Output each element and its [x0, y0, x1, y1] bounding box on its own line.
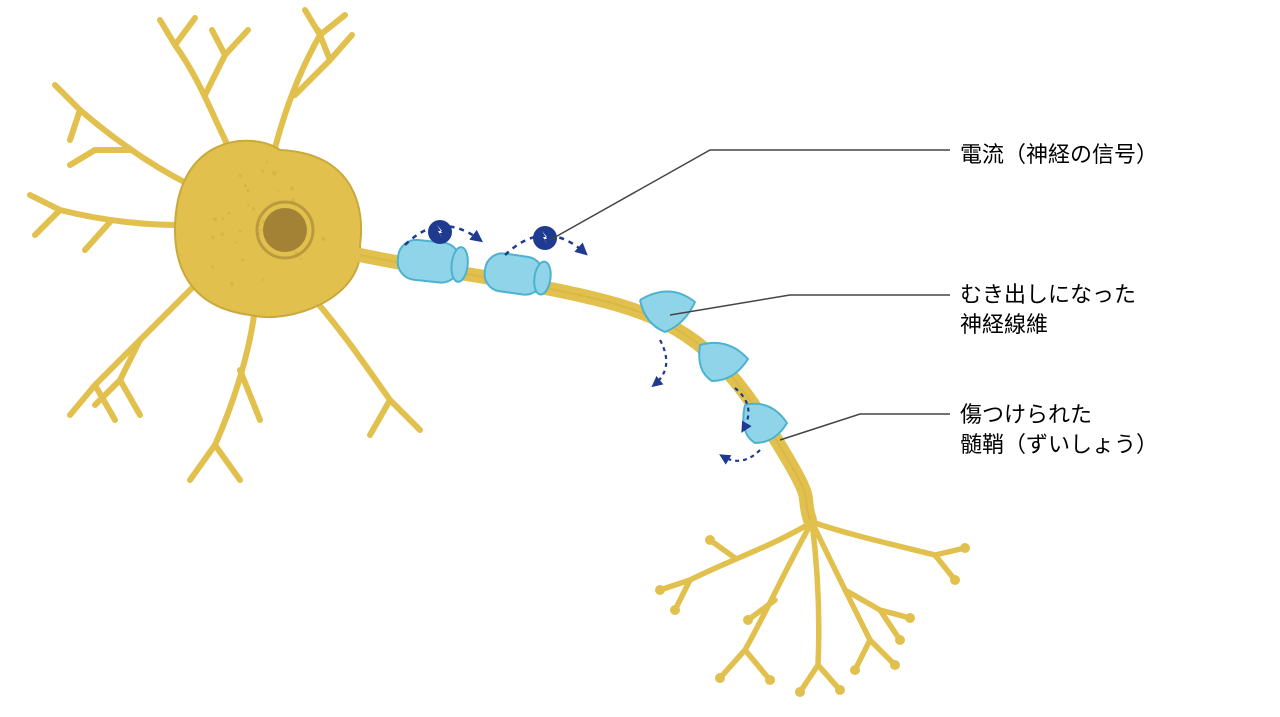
label-exposed-l2: 神経線維 [960, 312, 1048, 337]
label-damaged-l1: 傷つけられた [960, 402, 1092, 427]
label-damaged: 傷つけられた 髄鞘（ずいしょう） [960, 400, 1158, 459]
label-damaged-l2: 髄鞘（ずいしょう） [960, 432, 1158, 457]
label-signal: 電流（神経の信号） [960, 140, 1158, 170]
diagram-svg [0, 0, 1280, 717]
label-signal-text: 電流（神経の信号） [960, 142, 1158, 167]
neuron-diagram: { "canvas":{"width":1280,"height":717,"b… [0, 0, 1280, 717]
label-exposed-l1: むき出しになった [960, 282, 1136, 307]
label-exposed: むき出しになった 神経線維 [960, 280, 1136, 339]
